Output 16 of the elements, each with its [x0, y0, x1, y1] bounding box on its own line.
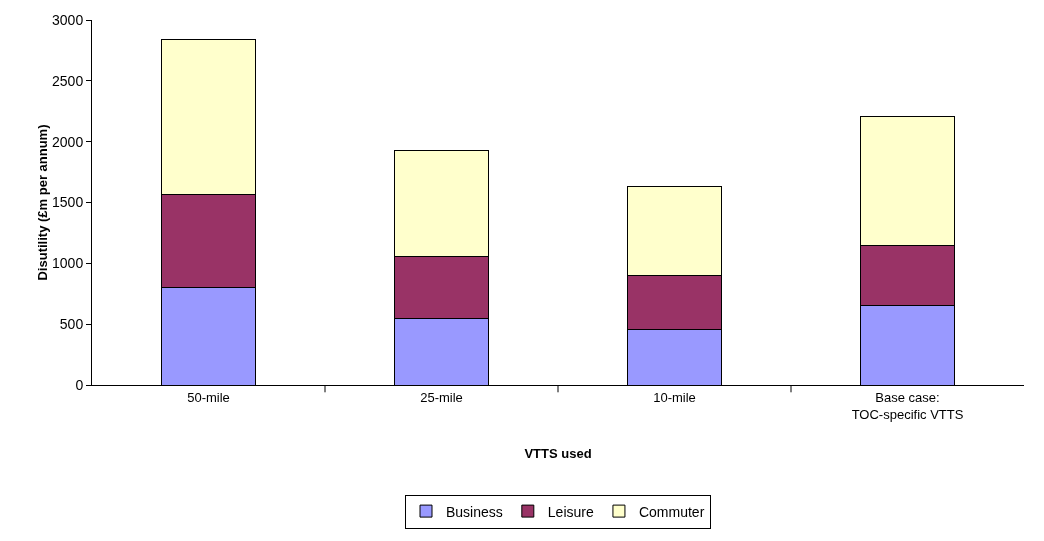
- y-tick-label: 500: [59, 316, 84, 333]
- x-tick-label: Base case: TOC-specific VTTS: [851, 389, 964, 422]
- x-axis-title: VTTS used: [524, 446, 592, 462]
- legend-label: Commuter: [638, 503, 705, 520]
- x-tick-label: 50-mile: [187, 389, 230, 405]
- y-tick-label: 3000: [52, 11, 84, 28]
- y-tick-label: 1000: [52, 255, 84, 272]
- x-tick-label: 10-mile: [653, 389, 696, 405]
- y-tick-label: 2000: [52, 133, 84, 150]
- y-tick-label: 2500: [52, 72, 84, 89]
- y-tick-label: 0: [75, 376, 84, 393]
- legend-label: Business: [446, 503, 503, 520]
- x-tick-label: 25-mile: [420, 389, 463, 405]
- y-tick-label: 1500: [52, 194, 84, 211]
- legend-label: Leisure: [547, 503, 594, 520]
- y-axis-title: Disutility (£m per annum): [35, 124, 51, 281]
